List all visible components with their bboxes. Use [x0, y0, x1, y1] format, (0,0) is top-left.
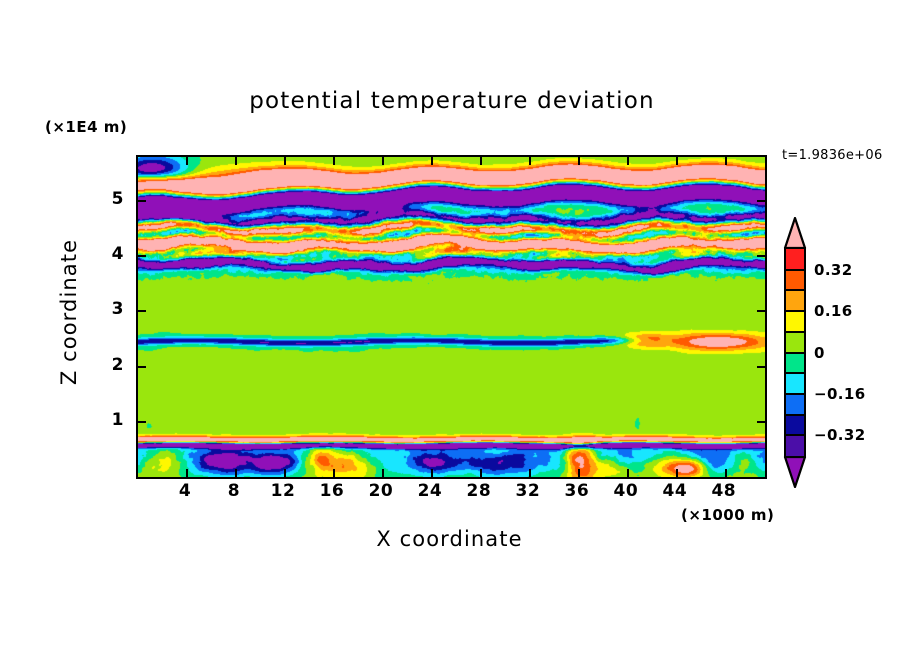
page-title: potential temperature deviation [249, 88, 655, 114]
colorbar-band [786, 249, 804, 270]
x-tick [626, 469, 629, 477]
x-tick-top [675, 157, 678, 165]
x-tick-top [626, 157, 629, 165]
y-tick-right [757, 255, 765, 258]
colorbar-band [786, 393, 804, 415]
x-tick-label: 4 [178, 481, 192, 501]
colorbar-band [786, 269, 804, 291]
colorbar-band [786, 311, 804, 332]
x-tick-top [381, 157, 384, 165]
colorbar-band-separator [786, 310, 804, 313]
x-tick [724, 469, 727, 477]
colorbar-band-separator [786, 392, 804, 395]
x-tick [577, 469, 580, 477]
y-tick [138, 255, 146, 258]
x-tick-top [577, 157, 580, 165]
x-tick-top [283, 157, 286, 165]
colorbar-tick-label: 0 [814, 343, 825, 362]
y-tick [138, 365, 146, 368]
x-tick-top [479, 157, 482, 165]
colorbar-tick-label: 0.16 [814, 302, 853, 321]
y-tick-right [757, 365, 765, 368]
y-axis-label: Z coordinate [57, 238, 81, 386]
x-tick-label: 32 [515, 481, 541, 501]
contour-field [138, 157, 765, 477]
colorbar-band-separator [786, 268, 804, 271]
x-tick-top [234, 157, 237, 165]
x-tick [332, 469, 335, 477]
y-tick-right [757, 310, 765, 313]
x-tick-label: 12 [270, 481, 296, 501]
x-axis-units-label: (×1000 m) [681, 506, 775, 524]
x-tick-label: 48 [711, 481, 737, 501]
x-tick-top [724, 157, 727, 165]
colorbar-band-separator [786, 289, 804, 292]
x-tick-label: 28 [466, 481, 492, 501]
colorbar-tick-label: −0.32 [814, 426, 866, 445]
x-tick-label: 44 [662, 481, 688, 501]
time-annotation: t=1.9836e+06 [782, 148, 883, 163]
x-tick [381, 469, 384, 477]
colorbar-band [786, 290, 804, 312]
colorbar-band-separator [786, 330, 804, 333]
x-tick-label: 20 [368, 481, 394, 501]
x-tick-top [528, 157, 531, 165]
x-tick-top [332, 157, 335, 165]
y-tick [138, 200, 146, 203]
y-tick [138, 420, 146, 423]
x-tick-label: 16 [319, 481, 345, 501]
y-tick-label: 4 [111, 244, 124, 265]
colorbar-tick-label: 0.32 [814, 260, 853, 279]
colorbar-band-separator [786, 434, 804, 437]
x-tick [528, 469, 531, 477]
contour-plot-area [136, 155, 767, 479]
x-axis-label: X coordinate [376, 527, 523, 551]
colorbar-band-separator [786, 351, 804, 354]
x-tick-top [430, 157, 433, 165]
x-tick [675, 469, 678, 477]
y-tick-label: 1 [111, 409, 124, 430]
x-tick [430, 469, 433, 477]
colorbar-band-separator [786, 413, 804, 416]
y-tick-label: 5 [111, 189, 124, 210]
x-tick-label: 40 [613, 481, 639, 501]
colorbar-over-arrow [783, 216, 807, 250]
colorbar-band [786, 414, 804, 436]
x-tick [185, 469, 188, 477]
y-tick-right [757, 420, 765, 423]
x-tick [479, 469, 482, 477]
y-tick-label: 2 [111, 354, 124, 375]
x-tick-top [185, 157, 188, 165]
colorbar-band [786, 373, 804, 394]
colorbar-tick-label: −0.16 [814, 384, 866, 403]
x-tick-label: 24 [417, 481, 443, 501]
colorbar [783, 216, 807, 518]
colorbar-band-separator [786, 372, 804, 375]
x-tick [234, 469, 237, 477]
colorbar-band [786, 331, 804, 353]
x-tick-label: 36 [564, 481, 590, 501]
y-tick-right [757, 200, 765, 203]
x-tick [283, 469, 286, 477]
y-axis-units-label: (×1E4 m) [45, 118, 128, 136]
colorbar-band [786, 435, 804, 456]
colorbar-bands [784, 247, 806, 458]
colorbar-under-arrow [783, 455, 807, 489]
x-tick-label: 8 [227, 481, 241, 501]
colorbar-band [786, 352, 804, 374]
y-tick-label: 3 [111, 299, 124, 320]
y-tick [138, 310, 146, 313]
